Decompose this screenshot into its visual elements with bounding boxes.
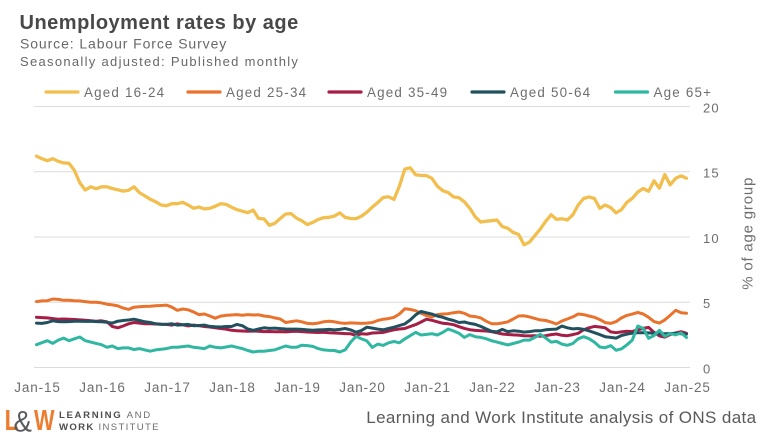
svg-text:Jan-18: Jan-18 [209,380,255,395]
svg-text:% of age group: % of age group [740,177,757,290]
svg-text:Unemployment rates by age: Unemployment rates by age [20,12,299,34]
svg-text:&: & [14,405,32,438]
svg-text:Jan-17: Jan-17 [144,380,190,395]
svg-text:Jan-25: Jan-25 [664,380,710,395]
svg-text:Jan-20: Jan-20 [339,380,385,395]
svg-text:Jan-15: Jan-15 [14,380,60,395]
svg-text:Jan-24: Jan-24 [599,380,645,395]
svg-text:L: L [5,403,19,436]
svg-text:Source: Labour Force Survey: Source: Labour Force Survey [20,36,227,52]
svg-text:Aged 16-24: Aged 16-24 [84,85,165,100]
svg-text:Jan-22: Jan-22 [469,380,515,395]
svg-text:Seasonally adjusted: Published: Seasonally adjusted: Published monthly [20,54,299,69]
svg-text:Aged 25-34: Aged 25-34 [226,85,307,100]
svg-text:Jan-16: Jan-16 [79,380,125,395]
svg-text:LEARNING AND: LEARNING AND [59,410,152,421]
svg-text:W: W [34,405,55,437]
svg-text:0: 0 [703,361,711,376]
svg-text:WORK INSTITUTE: WORK INSTITUTE [59,422,160,433]
svg-text:Aged 35-49: Aged 35-49 [367,85,448,100]
svg-text:15: 15 [703,166,720,181]
svg-text:5: 5 [703,296,711,311]
svg-text:Jan-21: Jan-21 [404,380,450,395]
svg-text:Learning and Work Institute an: Learning and Work Institute analysis of … [366,408,756,427]
svg-text:Aged 50-64: Aged 50-64 [510,85,591,100]
svg-text:10: 10 [703,231,720,246]
svg-text:Age 65+: Age 65+ [654,85,713,100]
svg-text:Jan-23: Jan-23 [534,380,580,395]
svg-text:20: 20 [703,100,720,115]
svg-text:Jan-19: Jan-19 [274,380,320,395]
